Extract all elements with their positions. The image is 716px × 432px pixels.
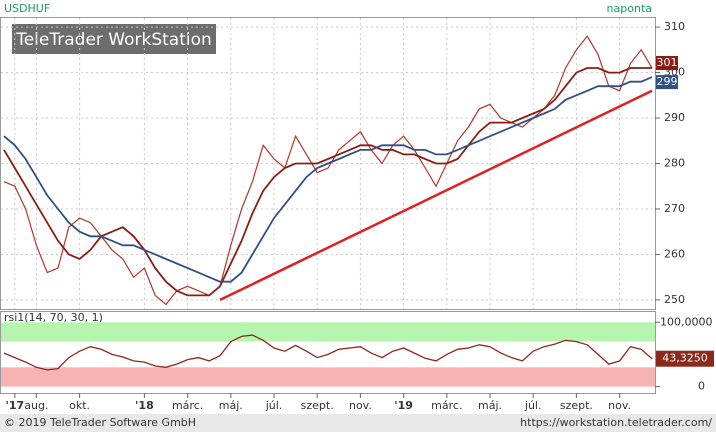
x-tick-label: máj. bbox=[219, 399, 243, 412]
x-tick-label: '17 bbox=[5, 399, 24, 412]
logo-box bbox=[12, 24, 216, 54]
rsi-value-label: 43,3250 bbox=[662, 352, 708, 365]
x-tick-label: aug. bbox=[24, 399, 48, 412]
rsi-band bbox=[1, 322, 655, 342]
y-tick-label: 250 bbox=[664, 293, 685, 306]
x-tick-label: szept. bbox=[560, 399, 593, 412]
y-tick-label: 290 bbox=[664, 111, 685, 124]
logo: TeleTrader WorkStation bbox=[15, 30, 212, 50]
value-label: 299 bbox=[657, 75, 678, 88]
x-tick-label: nov. bbox=[608, 399, 631, 412]
y-tick-label: 260 bbox=[664, 247, 685, 260]
rsi-line bbox=[3, 334, 653, 371]
y-tick-label: 310 bbox=[664, 20, 685, 33]
y-tick-label: 270 bbox=[664, 202, 685, 215]
symbol: USDHUF bbox=[4, 2, 50, 15]
rsi-panel bbox=[0, 311, 656, 394]
y-tick-label: 280 bbox=[664, 157, 685, 170]
x-tick-label: szept. bbox=[301, 399, 334, 412]
value-label-box bbox=[656, 75, 678, 90]
series-line bbox=[3, 67, 652, 297]
interval: naponta bbox=[607, 2, 652, 15]
x-tick-label: '18 bbox=[135, 399, 154, 412]
x-tick-label: nov. bbox=[349, 399, 372, 412]
value-label: 301 bbox=[657, 56, 678, 69]
x-tick-label: '19 bbox=[394, 399, 413, 412]
x-tick-label: okt. bbox=[69, 399, 90, 412]
x-tick-label: júl. bbox=[524, 399, 542, 412]
footer-left: © 2019 TeleTrader Software GmbH bbox=[4, 416, 196, 429]
rsi-band bbox=[1, 367, 655, 387]
value-label-box bbox=[656, 56, 678, 71]
x-tick-label: júl. bbox=[265, 399, 283, 412]
rsi-title: rsi1(14, 70, 30, 1) bbox=[4, 311, 103, 324]
rsi-value-box bbox=[656, 350, 714, 367]
x-tick-label: márc. bbox=[172, 399, 203, 412]
rsi-tick-label: 100,0000 bbox=[660, 315, 713, 328]
footer-right: https://workstation.teletrader.com/ bbox=[520, 416, 712, 429]
rsi-tick-label: 0 bbox=[698, 380, 705, 393]
trendline bbox=[219, 89, 653, 302]
x-tick-label: máj. bbox=[478, 399, 502, 412]
x-tick-label: márc. bbox=[431, 399, 462, 412]
footer-bar bbox=[0, 414, 716, 432]
series-line bbox=[3, 76, 653, 283]
